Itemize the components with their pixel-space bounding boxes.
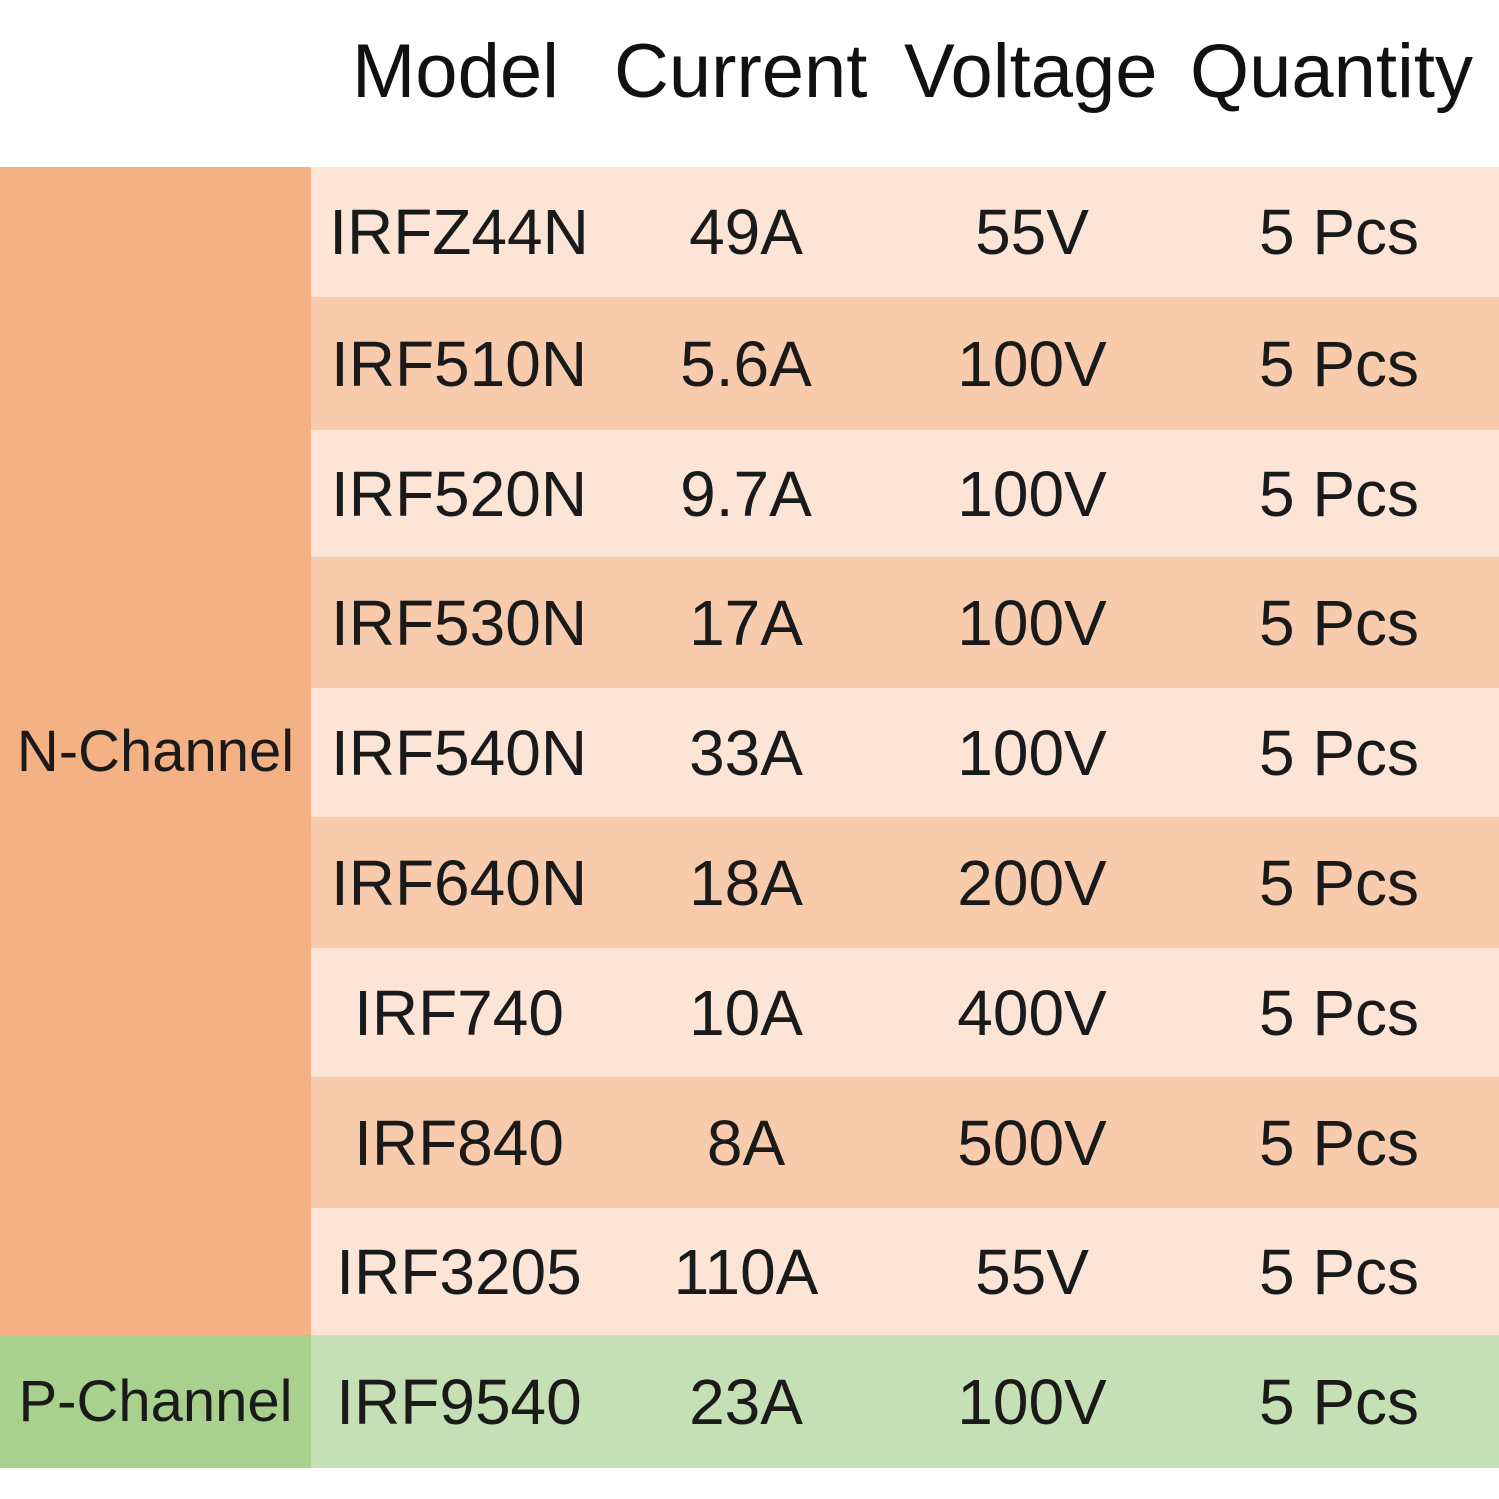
cell-quantity: 5 Pcs — [1258, 1365, 1420, 1438]
cell-voltage: 500V — [957, 1106, 1107, 1179]
table-row: IRF520N 9.7A 100V 5 Pcs — [311, 430, 1499, 557]
cell-current: 17A — [689, 586, 803, 659]
cell-current: 9.7A — [680, 457, 812, 530]
cell-model: IRF740 — [354, 976, 564, 1049]
cell-voltage: 100V — [957, 457, 1107, 530]
cell-quantity: 5 Pcs — [1258, 457, 1420, 530]
table-row: IRF640N 18A 200V 5 Pcs — [311, 817, 1499, 948]
table-row: IRF540N 33A 100V 5 Pcs — [311, 688, 1499, 817]
cell-model: IRF840 — [354, 1106, 564, 1179]
table-row: IRF9540 23A 100V 5 Pcs — [311, 1335, 1499, 1468]
cell-quantity: 5 Pcs — [1258, 1235, 1420, 1308]
cell-model: IRF640N — [330, 846, 588, 919]
cell-current: 23A — [689, 1365, 803, 1438]
table-row: IRF840 8A 500V 5 Pcs — [311, 1077, 1499, 1208]
cell-quantity: 5 Pcs — [1258, 716, 1420, 789]
cell-quantity: 5 Pcs — [1258, 976, 1420, 1049]
cell-model: IRF9540 — [336, 1365, 582, 1438]
group-label-p-channel: P-Channel — [0, 1335, 311, 1468]
table-header: Model Current Voltage Quantity — [0, 0, 1499, 167]
cell-model: IRF520N — [330, 457, 588, 530]
header-quantity: Quantity — [1190, 29, 1474, 114]
group-p-channel: P-Channel IRF9540 23A 100V 5 Pcs — [0, 1335, 1499, 1468]
header-model: Model — [352, 29, 559, 114]
cell-model: IRF540N — [330, 716, 588, 789]
cell-current: 110A — [673, 1235, 819, 1308]
mosfet-table: N-Channel IRFZ44N 49A 55V 5 Pcs IRF510N 5.6A 1… — [0, 167, 1499, 1468]
cell-current: 10A — [689, 976, 803, 1049]
cell-voltage: 100V — [957, 1365, 1107, 1438]
cell-current: 8A — [706, 1106, 786, 1179]
cell-voltage: 55V — [975, 196, 1089, 268]
table-row: IRFZ44N 49A 55V 5 Pcs — [311, 167, 1499, 297]
table-row: IRF3205 110A 55V 5 Pcs — [311, 1208, 1499, 1335]
header-current: Current — [614, 29, 868, 114]
cell-quantity: 5 Pcs — [1258, 846, 1420, 919]
cell-voltage: 100V — [957, 716, 1107, 789]
cell-quantity: 5 Pcs — [1258, 196, 1420, 268]
cell-model: IRF510N — [330, 327, 588, 400]
table-row: IRF530N 17A 100V 5 Pcs — [311, 557, 1499, 688]
cell-model: IRF530N — [330, 586, 588, 659]
group-n-channel: N-Channel IRFZ44N 49A 55V 5 Pcs IRF510N 5.6A 1… — [0, 167, 1499, 1335]
cell-voltage: 200V — [957, 846, 1107, 919]
cell-current: 5.6A — [680, 327, 812, 400]
group-label-n-channel: N-Channel — [0, 167, 311, 1335]
cell-voltage: 100V — [957, 327, 1107, 400]
cell-model: IRF3205 — [336, 1235, 582, 1308]
header-voltage: Voltage — [904, 29, 1158, 114]
cell-quantity: 5 Pcs — [1258, 327, 1420, 400]
cell-current: 18A — [689, 846, 803, 919]
cell-voltage: 100V — [957, 586, 1107, 659]
cell-current: 33A — [689, 716, 803, 789]
cell-quantity: 5 Pcs — [1258, 586, 1420, 659]
cell-voltage: 400V — [957, 976, 1107, 1049]
cell-current: 49A — [689, 196, 803, 268]
table-row: IRF740 10A 400V 5 Pcs — [311, 948, 1499, 1077]
cell-quantity: 5 Pcs — [1258, 1106, 1420, 1179]
cell-model: IRFZ44N — [329, 196, 589, 268]
cell-voltage: 55V — [975, 1235, 1089, 1308]
table-row: IRF510N 5.6A 100V 5 Pcs — [311, 297, 1499, 430]
